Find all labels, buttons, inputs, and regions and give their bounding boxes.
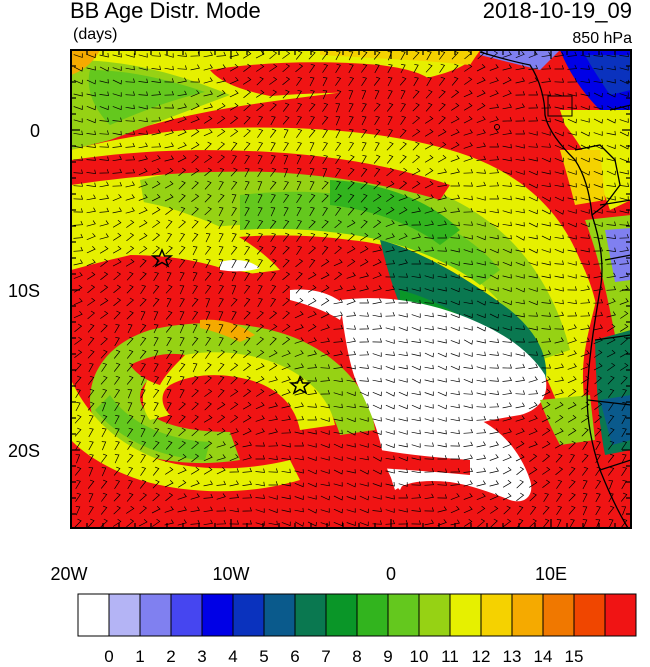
- colorbar-box: [356, 593, 389, 637]
- colorbar-label: 14: [534, 647, 553, 666]
- colorbar-label: 3: [197, 647, 206, 666]
- colorbar-box: [263, 593, 296, 637]
- map-title: BB Age Distr. Mode: [70, 0, 261, 23]
- colorbar-label: 11: [441, 647, 459, 666]
- axis-ticks: [70, 49, 632, 528]
- coastline: [479, 51, 631, 528]
- colorbar-box: [139, 593, 172, 637]
- colorbar-label: 12: [472, 647, 491, 666]
- map-datetime: 2018-10-19_09: [482, 0, 632, 23]
- colorbar-box: [325, 593, 358, 637]
- lon-label-10w: 10W: [212, 564, 249, 584]
- colorbar: 0 1 2 3 4 5 6 7 8 9 10 11 12 13 14 15: [77, 593, 637, 666]
- colorbar-label: 15: [565, 647, 584, 666]
- colorbar-box: [573, 593, 606, 637]
- colorbar-label: 4: [228, 647, 237, 666]
- colorbar-box: [418, 593, 451, 637]
- lon-label-10e: 10E: [535, 564, 567, 584]
- colorbar-label: 5: [259, 647, 268, 666]
- colorbar-label: 6: [290, 647, 299, 666]
- colorbar-label: 7: [321, 647, 330, 666]
- colorbar-box: [542, 593, 575, 637]
- lon-label-0: 0: [386, 564, 396, 584]
- colorbar-box: [449, 593, 482, 637]
- wind-barbs: [73, 50, 630, 528]
- colorbar-box: [480, 593, 513, 637]
- plot-frame: [70, 49, 632, 529]
- colorbar-box: [201, 593, 234, 637]
- lat-label-10s: 10S: [8, 281, 40, 301]
- colorbar-label: 1: [135, 647, 144, 666]
- lat-label-0: 0: [30, 121, 40, 141]
- colorbar-label: 10: [410, 647, 429, 666]
- colorbar-box: [77, 593, 110, 637]
- colorbar-label: 9: [383, 647, 392, 666]
- field-layer: [71, 50, 631, 528]
- colorbar-box: [294, 593, 327, 637]
- colorbar-box: [170, 593, 203, 637]
- colorbar-box: [604, 593, 637, 637]
- colorbar-box: [108, 593, 141, 637]
- colorbar-label: 8: [352, 647, 361, 666]
- colorbar-box: [511, 593, 544, 637]
- colorbar-label: 2: [166, 647, 175, 666]
- lat-label-20s: 20S: [8, 441, 40, 461]
- site-star-south: [288, 375, 312, 395]
- colorbar-label: 13: [503, 647, 522, 666]
- colorbar-box: [232, 593, 265, 637]
- colorbar-box: [387, 593, 420, 637]
- site-star-north: [150, 248, 174, 268]
- lon-label-20w: 20W: [50, 564, 87, 584]
- map-units: (days): [73, 26, 118, 43]
- map-level: 850 hPa: [572, 30, 632, 47]
- colorbar-label: 0: [104, 647, 113, 666]
